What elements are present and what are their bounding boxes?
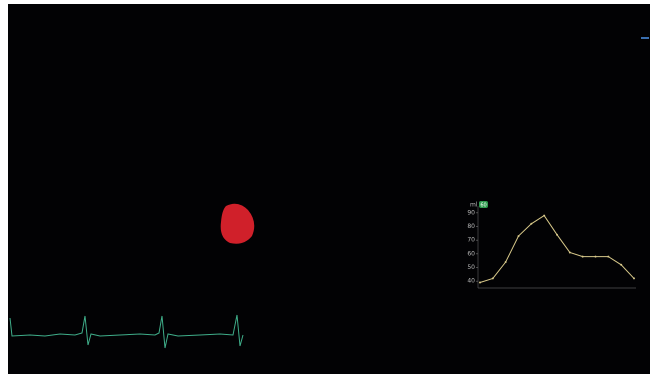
point [607, 256, 609, 258]
point [556, 234, 558, 236]
point [582, 256, 584, 258]
screen: ml 60 40 50 60 70 80 90 [0, 0, 652, 379]
point [595, 256, 597, 258]
point [543, 215, 545, 217]
viewport [8, 4, 650, 374]
point [633, 277, 635, 279]
y-tick-label: 60 [467, 250, 475, 257]
point [620, 264, 622, 266]
indicator [641, 37, 649, 39]
y-axis-label: ml [470, 202, 478, 209]
point [479, 282, 481, 284]
y-tick-label: 40 [467, 278, 475, 285]
y-tick-label: 70 [467, 237, 475, 244]
page: ml 60 405060708090 (() => { const data =… [0, 0, 652, 379]
y-tick-label: 80 [467, 223, 475, 230]
point [492, 277, 494, 279]
badge-label: 60 [480, 203, 486, 209]
y-tick-label: 90 [467, 209, 475, 216]
y-tick-label: 50 [467, 264, 475, 271]
point [530, 223, 532, 225]
point [518, 235, 520, 237]
point [505, 261, 507, 263]
point [569, 251, 571, 253]
